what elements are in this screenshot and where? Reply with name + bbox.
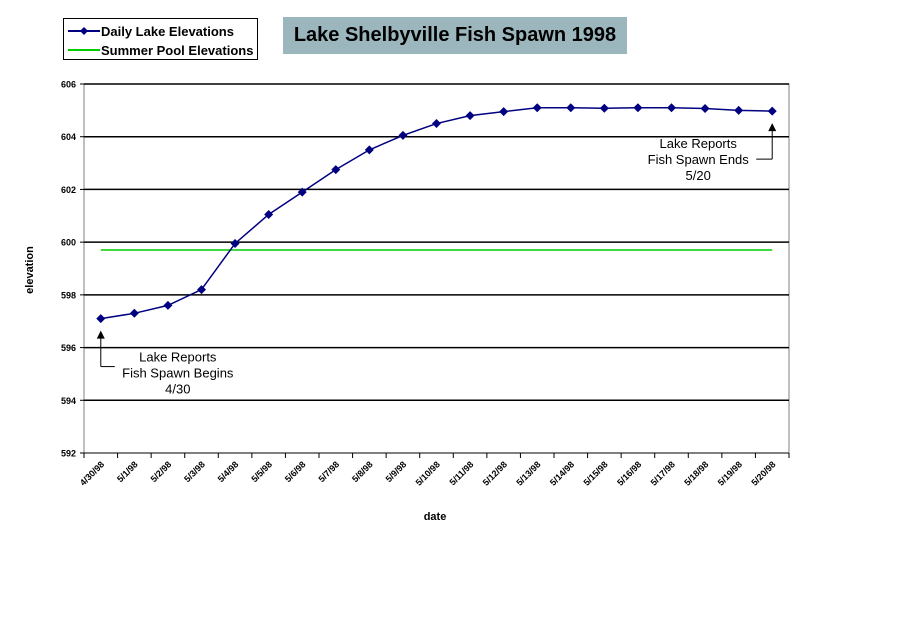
x-tick-label: 5/4/98 <box>216 459 241 484</box>
data-point <box>767 106 777 116</box>
x-tick-label: 5/10/98 <box>414 459 442 487</box>
data-point <box>465 111 475 121</box>
x-tick-label: 5/12/98 <box>481 459 509 487</box>
data-point <box>297 187 307 197</box>
y-axis-title: elevation <box>24 246 36 294</box>
y-axis-ticks: 592 594 596 598 600 602 604 606 <box>61 80 84 459</box>
y-tick-label: 606 <box>61 80 76 90</box>
data-point <box>700 104 710 114</box>
data-point <box>364 145 374 155</box>
data-point <box>96 314 106 324</box>
data-point <box>566 103 576 113</box>
legend-item-summer-pool: Summer Pool Elevations <box>64 41 257 59</box>
x-tick-label: 5/5/98 <box>249 459 274 484</box>
x-tick-label: 5/14/98 <box>548 459 576 487</box>
legend-swatch-summer-pool-icon <box>68 49 100 51</box>
plot-frame <box>83 83 790 454</box>
x-tick-label: 5/19/98 <box>716 459 744 487</box>
annotation-text: Lake Reports <box>139 350 217 365</box>
x-tick-label: 5/7/98 <box>316 459 341 484</box>
annotation-text: Fish Spawn Ends <box>648 152 750 167</box>
x-axis-ticks: 4/30/98 5/1/98 5/2/98 5/3/98 5/4/98 5/5/98 5/6… <box>78 453 790 488</box>
x-tick-label: 5/17/98 <box>649 459 677 487</box>
y-tick-label: 594 <box>61 396 76 406</box>
x-tick-label: 5/2/98 <box>149 459 174 484</box>
annotation-arrow-icon <box>96 330 105 339</box>
x-tick-label: 5/6/98 <box>283 459 308 484</box>
legend: Daily Lake Elevations Summer Pool Elevat… <box>63 18 258 60</box>
legend-swatch-daily-icon <box>68 27 100 35</box>
x-axis-title: date <box>424 511 447 523</box>
data-point <box>499 107 509 117</box>
x-tick-label: 5/8/98 <box>350 459 375 484</box>
annotation-arrow-icon <box>768 123 777 132</box>
x-tick-label: 5/16/98 <box>615 459 643 487</box>
x-tick-label: 5/1/98 <box>115 459 140 484</box>
data-point <box>163 300 173 310</box>
data-point <box>599 103 609 113</box>
annotation-text: 4/30 <box>165 382 190 397</box>
legend-label-daily: Daily Lake Elevations <box>101 24 234 39</box>
y-tick-label: 602 <box>61 185 76 195</box>
plot-area <box>83 83 790 454</box>
legend-label-summer-pool: Summer Pool Elevations <box>101 43 254 58</box>
x-tick-label: 5/13/98 <box>514 459 542 487</box>
y-tick-label: 596 <box>61 343 76 353</box>
x-tick-label: 5/11/98 <box>448 459 476 487</box>
data-point <box>264 209 274 219</box>
x-tick-label: 5/9/98 <box>384 459 409 484</box>
x-tick-label: 5/18/98 <box>682 459 710 487</box>
series-layer <box>96 103 777 324</box>
data-point <box>667 103 676 113</box>
gridlines <box>84 83 789 454</box>
legend-item-daily: Daily Lake Elevations <box>64 22 257 40</box>
x-tick-label: 5/15/98 <box>581 459 609 487</box>
x-tick-label: 5/3/98 <box>182 459 207 484</box>
data-point <box>633 103 643 113</box>
data-point <box>432 119 441 129</box>
y-tick-label: 598 <box>61 290 76 300</box>
data-point <box>734 105 744 115</box>
data-point <box>532 103 542 113</box>
y-tick-label: 600 <box>61 238 76 248</box>
x-tick-label: 4/30/98 <box>78 459 106 487</box>
data-point <box>129 308 139 318</box>
data-point <box>398 130 408 140</box>
chart-title: Lake Shelbyville Fish Spawn 1998 <box>293 24 617 46</box>
x-tick-label: 5/20/98 <box>749 459 777 487</box>
data-point <box>197 285 206 295</box>
chart-title-box: Lake Shelbyville Fish Spawn 1998 <box>283 17 627 54</box>
data-point <box>331 165 341 175</box>
y-tick-label: 604 <box>61 132 76 142</box>
data-point <box>230 238 240 248</box>
y-tick-label: 592 <box>61 449 76 459</box>
annotation-text: 5/20 <box>686 168 711 183</box>
annotation-text: Fish Spawn Begins <box>122 366 234 381</box>
annotation-text: Lake Reports <box>660 136 738 151</box>
